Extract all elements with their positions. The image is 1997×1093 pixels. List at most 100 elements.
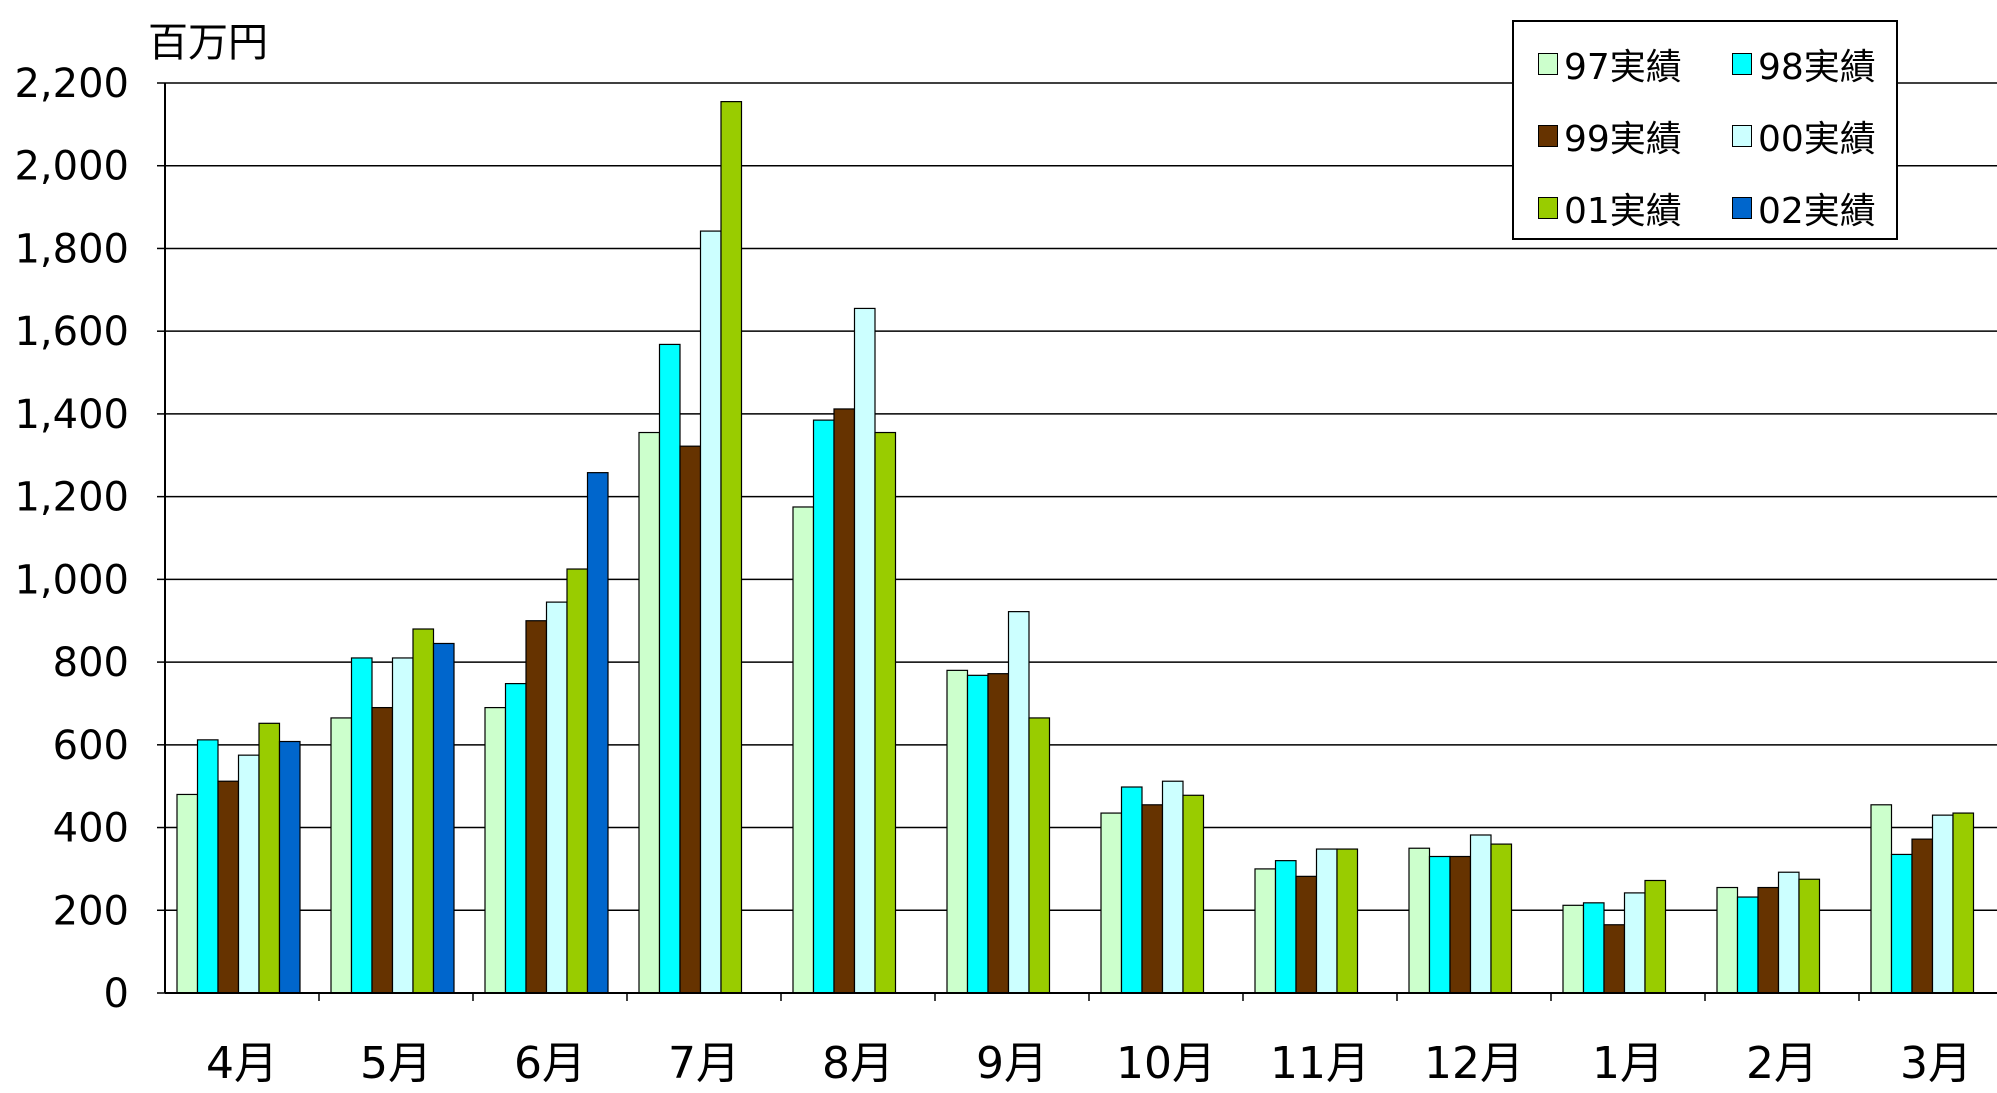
- bar: [1161, 780, 1184, 994]
- legend-item: 97実績: [1538, 38, 1682, 90]
- y-tick-label: 1,200: [14, 475, 129, 521]
- legend-swatch: [1538, 197, 1558, 219]
- bar: [432, 642, 455, 994]
- x-tick-label: 9月: [976, 1038, 1048, 1089]
- bar: [1757, 886, 1780, 994]
- bar: [1120, 786, 1143, 994]
- x-tick-label: 8月: [822, 1038, 894, 1089]
- axes: [157, 82, 1997, 1001]
- bar: [371, 706, 394, 994]
- y-tick-label: 200: [53, 888, 129, 934]
- bar: [196, 739, 219, 994]
- legend-item: 01実績: [1538, 182, 1682, 234]
- bars: [176, 101, 1975, 994]
- x-tick-label: 5月: [360, 1038, 432, 1089]
- bar: [1562, 904, 1585, 994]
- y-tick-label: 600: [53, 723, 129, 769]
- bar: [1870, 804, 1893, 994]
- y-tick-label: 2,000: [14, 144, 129, 190]
- bar: [1336, 848, 1359, 994]
- bar: [1007, 611, 1030, 994]
- bar: [412, 628, 435, 994]
- legend-item: 99実績: [1538, 110, 1682, 162]
- y-tick-label: 400: [53, 806, 129, 852]
- bar: [658, 343, 681, 994]
- bar: [1623, 892, 1646, 994]
- bar: [1490, 843, 1513, 994]
- legend-swatch: [1732, 125, 1752, 147]
- y-tick-label: 800: [53, 640, 129, 686]
- bar: [638, 431, 661, 994]
- y-tick-label: 1,800: [14, 226, 129, 272]
- bar: [1777, 871, 1800, 994]
- bar: [720, 101, 743, 994]
- bar: [946, 669, 969, 994]
- bar: [1716, 886, 1739, 994]
- x-tick-label: 7月: [668, 1038, 740, 1089]
- x-tick-label: 4月: [206, 1038, 278, 1089]
- bar: [1274, 860, 1297, 994]
- bar: [833, 408, 856, 994]
- legend-item: 00実績: [1732, 110, 1876, 162]
- bar: [874, 431, 897, 994]
- y-tick-label: 1,400: [14, 392, 129, 438]
- bar: [1408, 847, 1431, 994]
- bar: [586, 472, 609, 994]
- x-tick-label: 1月: [1592, 1038, 1664, 1089]
- legend-label: 99実績: [1564, 119, 1682, 160]
- legend-label: 00実績: [1758, 119, 1876, 160]
- y-tick-label: 1,600: [14, 309, 129, 355]
- x-tick-label: 2月: [1746, 1038, 1818, 1089]
- bar: [1582, 902, 1605, 994]
- bar: [1254, 868, 1277, 994]
- bar: [1295, 875, 1318, 994]
- bar: [1182, 794, 1205, 994]
- bar: [1315, 848, 1338, 994]
- legend-label: 97実績: [1564, 47, 1682, 88]
- y-tick-label: 0: [104, 971, 129, 1017]
- bar: [1603, 924, 1626, 994]
- bar: [679, 445, 702, 994]
- tick-labels: 0 200 400 600 800 1,000 1,200 1,400 1,600 1,800 2,…: [14, 61, 1972, 1089]
- y-tick-label: 1,000: [14, 557, 129, 603]
- bar: [278, 740, 301, 994]
- bar: [1141, 804, 1164, 994]
- y-tick-label: 2,200: [14, 61, 129, 107]
- bar: [1911, 838, 1934, 994]
- bar: [812, 419, 835, 994]
- bar: [1890, 853, 1913, 994]
- legend-swatch: [1538, 125, 1558, 147]
- legend-item: 02実績: [1732, 182, 1876, 234]
- legend-label: 02実績: [1758, 191, 1876, 232]
- bar: [504, 682, 527, 994]
- bar: [217, 780, 240, 994]
- bar: [1100, 812, 1123, 994]
- bar: [258, 722, 281, 994]
- legend-swatch: [1538, 53, 1558, 75]
- bar: [699, 230, 722, 994]
- bar: [1931, 814, 1954, 994]
- bar: [330, 717, 353, 994]
- legend-swatch: [1732, 197, 1752, 219]
- bar: [176, 793, 199, 994]
- bar: [1449, 855, 1472, 994]
- bar: [1644, 879, 1667, 994]
- legend-label: 01実績: [1564, 191, 1682, 232]
- x-tick-label: 6月: [514, 1038, 586, 1089]
- bar: [545, 601, 568, 994]
- bar: [350, 657, 373, 994]
- legend-swatch: [1732, 53, 1752, 75]
- bar: [987, 673, 1010, 994]
- x-tick-label: 3月: [1900, 1038, 1972, 1089]
- bar: [484, 706, 507, 994]
- bar: [1469, 834, 1492, 994]
- bar: [525, 620, 548, 994]
- legend-item: 98実績: [1732, 38, 1876, 90]
- bar: [1028, 717, 1051, 994]
- bar: [391, 657, 414, 994]
- legend-label: 98実績: [1758, 47, 1876, 88]
- x-tick-label: 12月: [1424, 1038, 1524, 1089]
- bar: [1952, 812, 1975, 994]
- y-axis-unit-label: 百万円: [148, 20, 268, 66]
